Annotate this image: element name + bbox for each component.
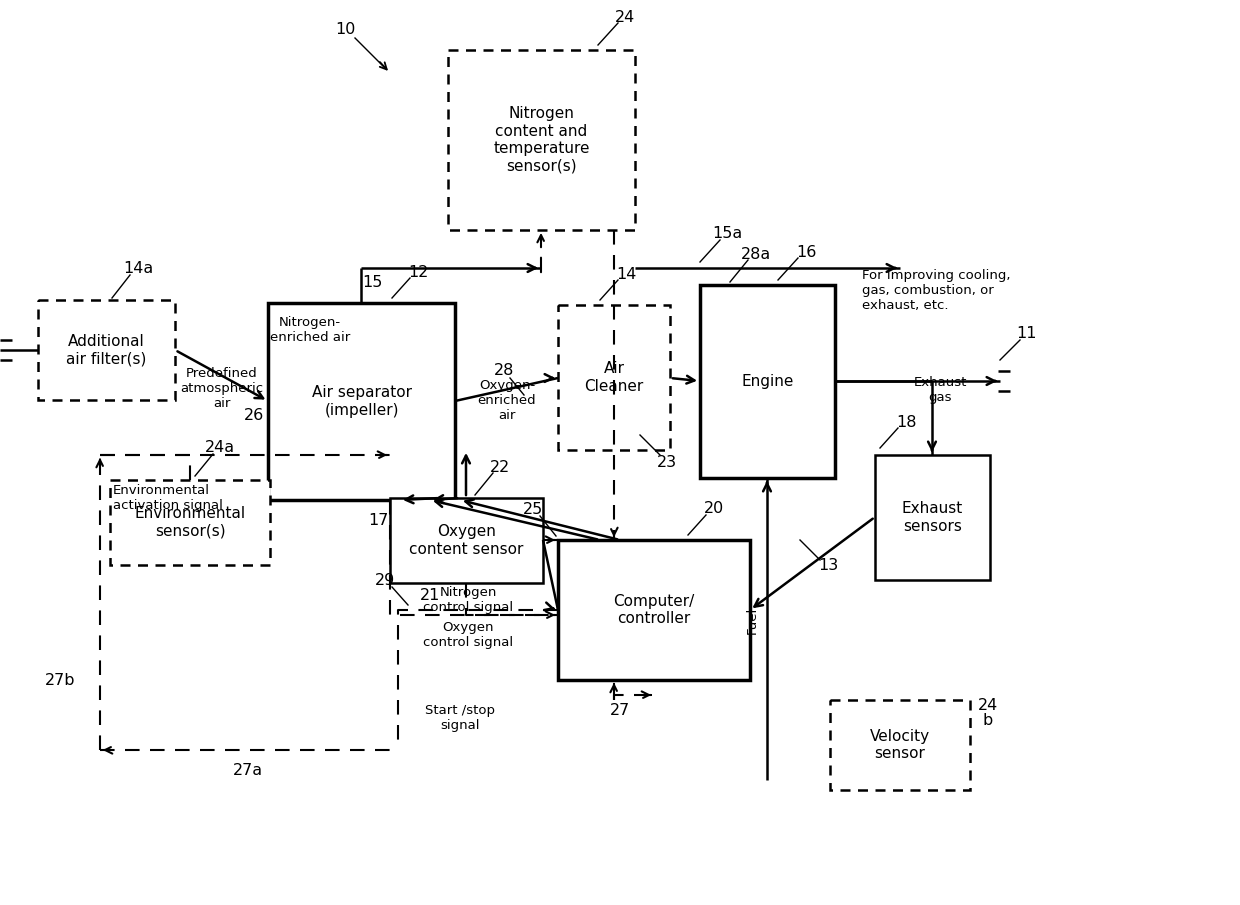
Bar — [558, 305, 670, 450]
Bar — [830, 700, 970, 790]
Text: 12: 12 — [408, 264, 428, 280]
Text: Velocity
sensor: Velocity sensor — [870, 729, 930, 761]
Text: Fuel: Fuel — [745, 606, 759, 634]
Text: 25: 25 — [523, 501, 543, 517]
Text: 24: 24 — [615, 9, 635, 24]
Text: 26: 26 — [244, 407, 264, 423]
Bar — [110, 480, 270, 565]
Text: Environmental
sensor(s): Environmental sensor(s) — [134, 506, 246, 538]
Bar — [391, 498, 543, 583]
Text: Air
Cleaner: Air Cleaner — [584, 361, 644, 394]
Text: Oxygen
control signal: Oxygen control signal — [423, 621, 513, 649]
Text: 29: 29 — [374, 573, 396, 587]
Text: 13: 13 — [818, 557, 838, 573]
Text: 11: 11 — [1017, 326, 1037, 340]
Bar — [875, 455, 990, 580]
Text: 10: 10 — [335, 23, 355, 37]
Text: Computer/
controller: Computer/ controller — [614, 594, 694, 626]
Text: Exhaust
sensors: Exhaust sensors — [901, 501, 963, 534]
Text: Exhaust
gas: Exhaust gas — [914, 376, 967, 404]
Text: 27b: 27b — [45, 672, 76, 688]
Text: Start /stop
signal: Start /stop signal — [425, 704, 495, 732]
Text: Environmental
activation signal: Environmental activation signal — [113, 484, 223, 512]
Text: 22: 22 — [490, 460, 510, 474]
Text: 27a: 27a — [233, 763, 263, 777]
Text: 23: 23 — [657, 454, 677, 470]
Text: 20: 20 — [704, 500, 724, 516]
Text: Nitrogen
content and
temperature
sensor(s): Nitrogen content and temperature sensor(… — [494, 107, 590, 174]
Text: Engine: Engine — [742, 374, 794, 389]
Text: Nitrogen
control signal: Nitrogen control signal — [423, 586, 513, 614]
Text: 14: 14 — [616, 266, 636, 281]
Text: Oxygen-
enriched
air: Oxygen- enriched air — [477, 378, 537, 422]
Bar — [558, 540, 750, 680]
Text: 24a: 24a — [205, 440, 236, 454]
Text: 28: 28 — [494, 363, 515, 377]
Text: 18: 18 — [895, 414, 916, 430]
Text: b: b — [983, 712, 993, 728]
Bar — [448, 50, 635, 230]
Text: 15: 15 — [362, 274, 382, 290]
Text: 14a: 14a — [123, 261, 153, 275]
Text: 15a: 15a — [712, 225, 742, 241]
Text: 28a: 28a — [740, 246, 771, 262]
Text: 21: 21 — [420, 587, 440, 603]
Text: Nitrogen-
enriched air: Nitrogen- enriched air — [270, 316, 350, 344]
Bar — [38, 300, 175, 400]
Bar — [701, 285, 835, 478]
Text: Oxygen
content sensor: Oxygen content sensor — [409, 524, 523, 557]
Text: Air separator
(impeller): Air separator (impeller) — [311, 386, 412, 418]
Text: 27: 27 — [610, 702, 630, 718]
Text: Predefined
atmospheric
air: Predefined atmospheric air — [181, 367, 264, 409]
Bar — [268, 303, 455, 500]
Text: 16: 16 — [796, 244, 816, 260]
Text: Additional
air filter(s): Additional air filter(s) — [66, 334, 146, 367]
Text: 24: 24 — [978, 698, 998, 712]
Text: For improving cooling,
gas, combustion, or
exhaust, etc.: For improving cooling, gas, combustion, … — [862, 269, 1011, 311]
Text: 17: 17 — [368, 512, 388, 528]
